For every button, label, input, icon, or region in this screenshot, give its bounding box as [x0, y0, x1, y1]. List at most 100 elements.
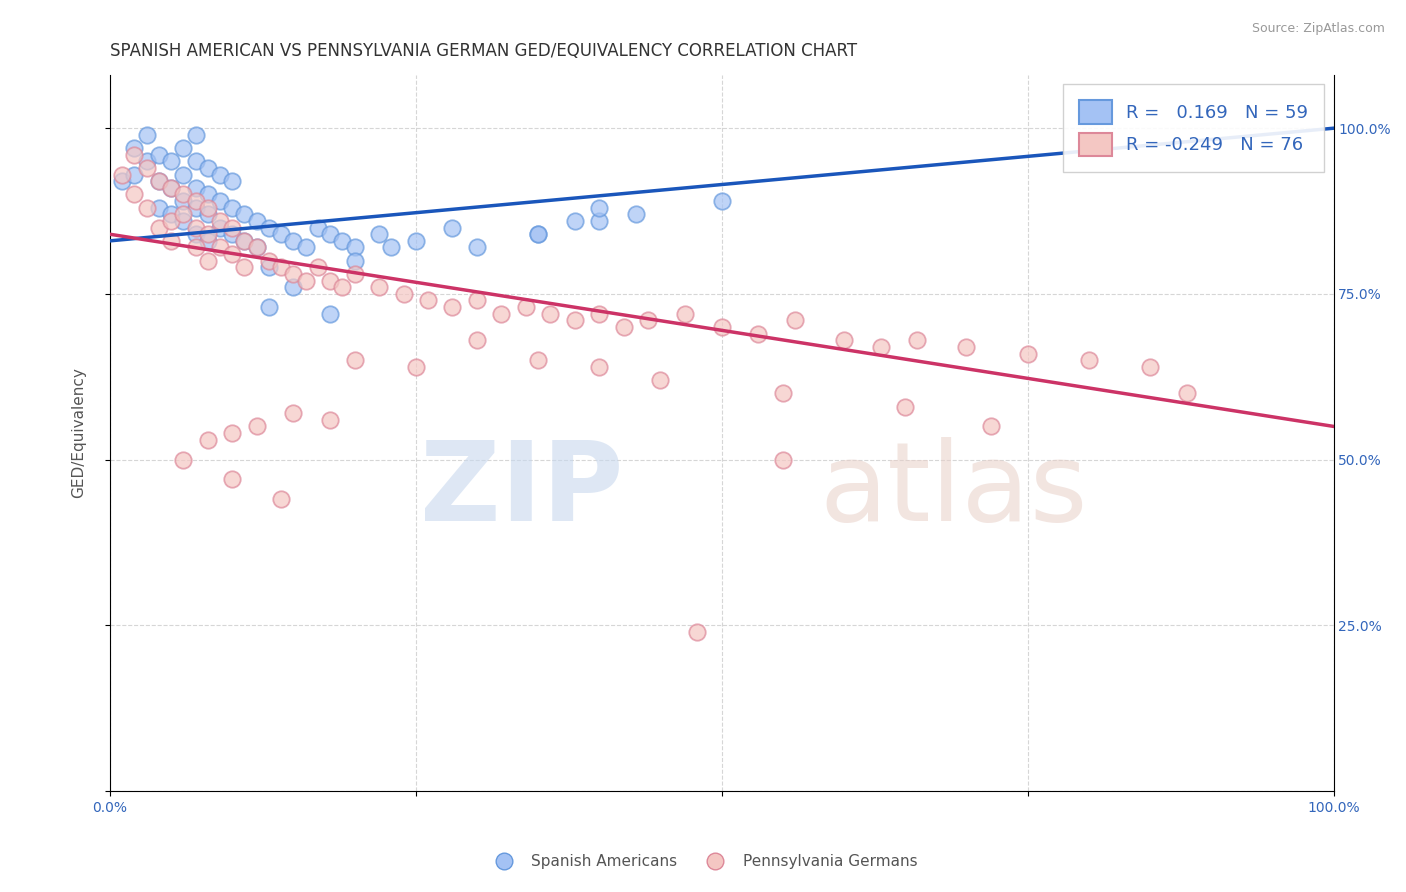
Point: [257, 253, 280, 268]
Point: [148, 174, 170, 188]
Point: [343, 267, 366, 281]
Point: [270, 260, 292, 275]
Point: [319, 227, 342, 242]
Point: [283, 234, 305, 248]
Text: SPANISH AMERICAN VS PENNSYLVANIA GERMAN GED/EQUIVALENCY CORRELATION CHART: SPANISH AMERICAN VS PENNSYLVANIA GERMAN …: [110, 42, 858, 60]
Point: [197, 201, 219, 215]
Point: [491, 307, 513, 321]
Point: [319, 274, 342, 288]
Point: [772, 386, 794, 401]
Point: [135, 154, 157, 169]
Legend: R =   0.169   N = 59, R = -0.249   N = 76: R = 0.169 N = 59, R = -0.249 N = 76: [1063, 84, 1324, 172]
Point: [343, 240, 366, 254]
Point: [613, 320, 636, 334]
Point: [233, 234, 256, 248]
Point: [588, 307, 610, 321]
Point: [257, 300, 280, 314]
Point: [148, 147, 170, 161]
Point: [148, 201, 170, 215]
Point: [160, 214, 183, 228]
Point: [184, 154, 207, 169]
Point: [527, 353, 550, 368]
Text: Source: ZipAtlas.com: Source: ZipAtlas.com: [1251, 22, 1385, 36]
Point: [588, 214, 610, 228]
Point: [673, 307, 696, 321]
Point: [907, 333, 929, 347]
Point: [160, 154, 183, 169]
Point: [233, 207, 256, 221]
Text: atlas: atlas: [820, 437, 1088, 544]
Point: [319, 307, 342, 321]
Point: [686, 624, 709, 639]
Point: [246, 419, 269, 434]
Point: [955, 340, 977, 354]
Point: [270, 492, 292, 507]
Point: [208, 168, 231, 182]
Point: [294, 240, 316, 254]
Point: [124, 168, 146, 182]
Point: [1175, 386, 1198, 401]
Point: [197, 234, 219, 248]
Point: [233, 234, 256, 248]
Point: [710, 320, 733, 334]
Point: [1077, 353, 1099, 368]
Point: [785, 313, 807, 327]
Point: [197, 161, 219, 175]
Point: [515, 300, 537, 314]
Point: [246, 240, 269, 254]
Point: [197, 227, 219, 242]
Point: [124, 187, 146, 202]
Point: [135, 161, 157, 175]
Point: [564, 313, 586, 327]
Point: [172, 207, 194, 221]
Point: [172, 452, 194, 467]
Text: ZIP: ZIP: [420, 437, 624, 544]
Point: [294, 274, 316, 288]
Point: [368, 227, 391, 242]
Point: [710, 194, 733, 208]
Point: [564, 214, 586, 228]
Point: [208, 194, 231, 208]
Point: [160, 234, 183, 248]
Point: [307, 260, 329, 275]
Point: [197, 253, 219, 268]
Point: [148, 174, 170, 188]
Point: [869, 340, 891, 354]
Point: [527, 227, 550, 242]
Point: [135, 128, 157, 142]
Point: [588, 359, 610, 374]
Point: [747, 326, 769, 341]
Point: [441, 220, 464, 235]
Point: [124, 141, 146, 155]
Point: [772, 452, 794, 467]
Point: [465, 240, 488, 254]
Point: [184, 194, 207, 208]
Point: [1017, 346, 1039, 360]
Point: [197, 207, 219, 221]
Point: [184, 220, 207, 235]
Point: [283, 280, 305, 294]
Point: [184, 240, 207, 254]
Point: [172, 194, 194, 208]
Point: [208, 240, 231, 254]
Point: [894, 400, 917, 414]
Point: [184, 227, 207, 242]
Point: [111, 174, 134, 188]
Legend: Spanish Americans, Pennsylvania Germans: Spanish Americans, Pennsylvania Germans: [482, 848, 924, 875]
Point: [465, 333, 488, 347]
Y-axis label: GED/Equivalency: GED/Equivalency: [72, 368, 86, 499]
Point: [832, 333, 855, 347]
Point: [172, 214, 194, 228]
Point: [343, 253, 366, 268]
Point: [257, 260, 280, 275]
Point: [283, 406, 305, 420]
Point: [319, 413, 342, 427]
Point: [172, 141, 194, 155]
Point: [588, 201, 610, 215]
Point: [197, 433, 219, 447]
Point: [135, 201, 157, 215]
Point: [270, 227, 292, 242]
Point: [221, 472, 243, 486]
Point: [233, 260, 256, 275]
Point: [184, 181, 207, 195]
